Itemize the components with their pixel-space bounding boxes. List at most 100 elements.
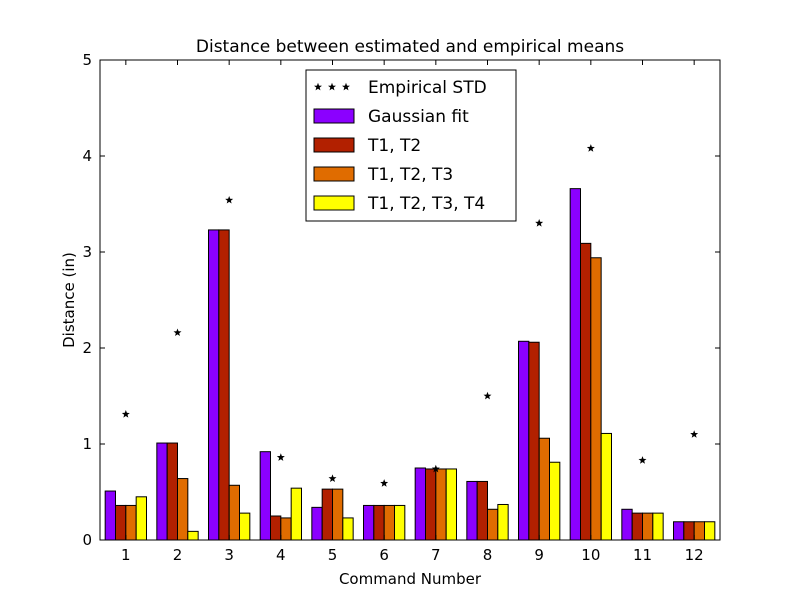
bar-series3-cmd9 [538,437,550,541]
bars [104,188,716,541]
bar-series2-cmd8 [476,480,489,541]
bar-series3-cmd3 [228,484,240,541]
legend-entry-5-swatch [313,195,355,211]
x-tick-label-10: 10 [581,546,600,564]
bar-series4-cmd7 [445,468,458,541]
legend-entry-1-marker-3 [342,82,350,91]
bar-series1-cmd9 [518,340,530,541]
x-tick-label-9: 9 [534,546,544,564]
bar-series4-cmd10 [600,432,612,541]
legend-entry-2-swatch [313,108,355,124]
bar-series1-cmd1 [104,490,116,541]
std-marker-cmd5 [328,474,337,482]
x-tick-label-2: 2 [173,546,183,564]
bar-series1-cmd3 [208,229,220,541]
bar-series1-cmd8 [466,480,478,541]
bar-series1-cmd11 [621,508,633,541]
bar-series1-cmd6 [363,504,375,541]
bar-series4-cmd8 [497,503,509,541]
std-marker-cmd1 [121,410,130,418]
x-tick-label-12: 12 [685,546,704,564]
bar-series2-cmd2 [166,442,178,541]
bar-series2-cmd9 [528,341,540,541]
legend-entry-4-label: T1, T2, T3 [367,165,453,185]
x-tick-label-7: 7 [431,546,441,564]
bar-series2-cmd6 [373,504,385,541]
legend-entry-4-swatch [313,166,355,182]
std-marker-cmd6 [380,479,389,487]
bar-series1-cmd5 [311,506,323,541]
legend-entry-3-label: T1, T2 [367,136,421,156]
bar-series2-cmd1 [115,504,127,541]
x-tick-label-11: 11 [633,546,652,564]
bar-series2-cmd3 [218,229,230,541]
std-marker-cmd9 [535,219,544,227]
y-tick-label-0: 0 [82,531,92,549]
bar-series4-cmd12 [704,521,716,541]
bar-series4-cmd1 [135,496,147,541]
x-tick-label-1: 1 [121,546,131,564]
bar-series3-cmd4 [280,517,292,541]
bar-series3-cmd11 [642,512,654,541]
y-axis-label: Distance (in) [60,252,78,348]
y-axis: 0 1 2 3 4 5 [82,51,720,549]
chart-title: Distance between estimated and empirical… [196,37,624,57]
legend-entry-1-marker-2 [328,82,336,91]
std-markers [121,144,699,487]
x-tick-label-6: 6 [379,546,389,564]
x-tick-label-3: 3 [224,546,234,564]
legend-entry-2-label: Gaussian fit [368,107,469,127]
bar-series3-cmd8 [487,508,499,541]
std-marker-cmd8 [483,391,492,400]
bar-series3-cmd2 [177,478,189,541]
x-axis-label: Command Number [339,570,482,588]
std-marker-cmd10 [586,144,595,152]
std-marker-cmd2 [173,328,182,337]
y-tick-label-5: 5 [82,51,92,69]
legend-entry-3-swatch [313,137,355,153]
bar-series4-cmd3 [239,512,251,541]
bar-series2-cmd10 [580,242,592,541]
legend-entry-5-label: T1, T2, T3, T4 [367,194,485,214]
bar-series1-cmd7 [414,467,427,541]
bar-series4-cmd11 [652,512,664,541]
bar-series1-cmd10 [569,188,581,541]
std-marker-cmd11 [638,456,647,464]
plot-frame [99,59,721,541]
legend-entry-1-label: Empirical STD [368,78,487,98]
y-tick-label-1: 1 [82,435,92,453]
y-tick-label-3: 3 [82,243,92,261]
y-tick-label-2: 2 [82,339,92,357]
y-tick-label-4: 4 [82,147,92,165]
bar-series4-cmd6 [394,504,406,541]
bar-series2-cmd4 [270,515,282,541]
std-marker-cmd7 [431,464,440,473]
std-marker-cmd3 [225,195,234,204]
bar-series2-cmd11 [631,512,643,541]
x-tick-label-5: 5 [328,546,338,564]
x-tick-label-8: 8 [483,546,493,564]
bar-series3-cmd1 [125,504,137,541]
legend: Empirical STD Gaussian fit T1, T2 T1, T2, T… [305,69,517,222]
bar-series3-cmd6 [383,504,396,541]
bar-series4-cmd2 [187,530,199,541]
legend-entry-1-marker-1 [314,82,322,91]
bar-series1-cmd12 [673,521,685,541]
bar-series2-cmd7 [425,468,437,541]
bar-series2-cmd5 [321,488,334,541]
x-tick-label-4: 4 [276,546,286,564]
bar-series3-cmd5 [332,488,344,541]
bar-series4-cmd4 [290,487,303,541]
bar-series3-cmd12 [693,521,705,541]
bar-series2-cmd12 [683,521,695,541]
std-marker-cmd4 [276,453,285,461]
bar-series4-cmd9 [549,461,561,541]
bar-series4-cmd5 [342,517,354,541]
bar-series1-cmd2 [156,442,168,541]
bar-series1-cmd4 [259,451,272,541]
std-marker-cmd12 [690,430,699,438]
bar-series3-cmd7 [435,468,447,541]
x-axis: 1 2 3 4 5 6 7 8 9 10 11 12 [121,60,704,564]
bar-series3-cmd10 [590,257,602,541]
